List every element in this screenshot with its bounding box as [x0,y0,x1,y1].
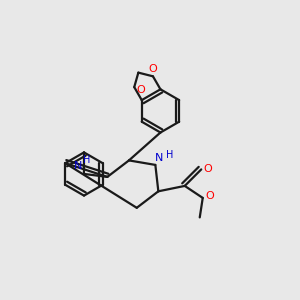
Text: O: O [203,164,212,174]
Text: O: O [136,85,145,95]
Text: H: H [83,155,91,165]
Text: N: N [74,160,83,170]
Text: O: O [148,64,157,74]
Text: O: O [206,190,214,200]
Text: N: N [155,153,163,163]
Text: H: H [166,150,173,160]
